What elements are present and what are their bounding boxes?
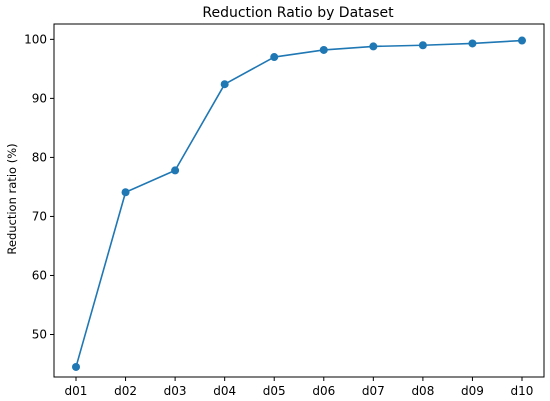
data-point [72,362,80,371]
x-tick-label: d05 [263,384,286,398]
x-tick-label: d07 [362,384,385,398]
y-tick-label: 80 [32,150,47,164]
y-axis-label: Reduction ratio (%) [5,143,19,254]
x-tick-label: d06 [312,384,335,398]
data-point [171,166,180,175]
data-point [518,36,526,45]
data-point [270,53,279,62]
x-tick-label: d08 [411,384,434,398]
x-tick-label: d09 [461,384,484,398]
x-tick-label: d02 [114,384,137,398]
data-point [369,42,378,51]
x-tick-label: d01 [65,384,88,398]
chart-title: Reduction Ratio by Dataset [202,5,394,21]
y-tick-label: 90 [32,91,47,105]
plot-area: 50 60 70 80 90 100 d01 d02 d03 d04 d05 d06 d07 d08 d09… [24,23,545,398]
plot-frame [53,23,545,378]
y-tick-label: 50 [32,327,47,341]
data-point [220,80,229,89]
series-line [75,39,523,368]
data-point [418,41,427,50]
data-point [121,188,130,197]
data-point [468,39,477,48]
y-tick-label: 70 [32,209,47,223]
data-point [319,45,328,54]
y-tick-label: 60 [32,268,47,282]
x-tick-label: d03 [164,384,187,398]
y-tick-label: 100 [24,32,47,46]
x-tick-label: d04 [213,384,236,398]
x-tick-label: d10 [511,384,534,398]
